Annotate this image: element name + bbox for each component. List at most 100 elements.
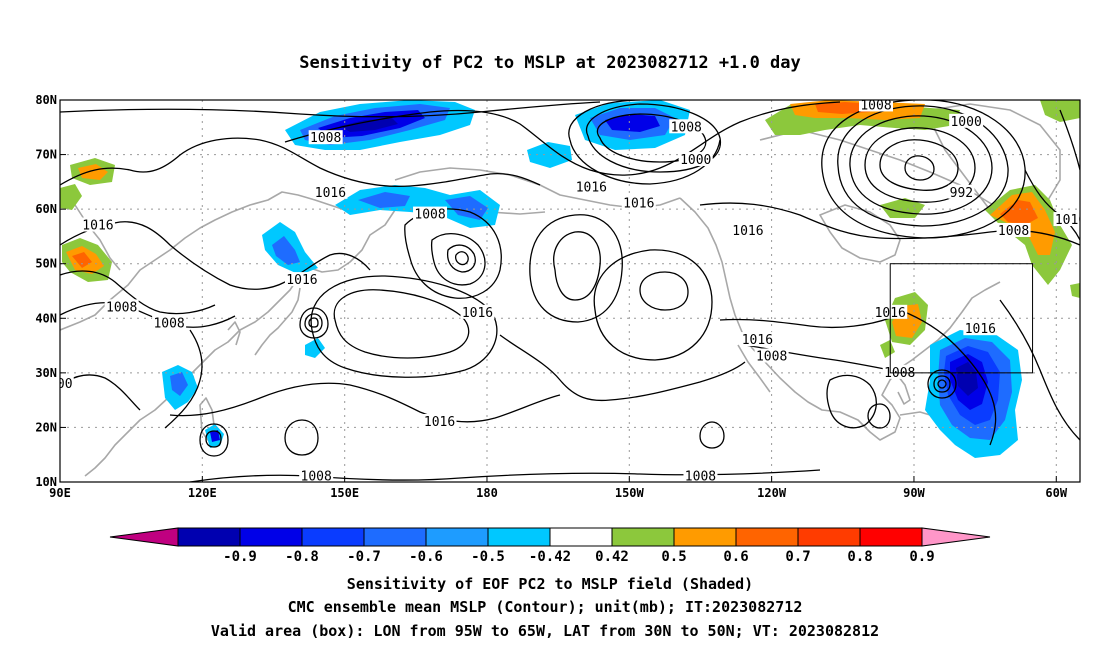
colorbar-swatch xyxy=(239,527,303,547)
contour-label: 1016 xyxy=(286,273,317,288)
contour-label-bg xyxy=(740,332,775,347)
contour-line xyxy=(169,382,561,423)
colorbar-label: -0.7 xyxy=(347,549,381,565)
caption-line-2: CMC ensemble mean MSLP (Contour); unit(m… xyxy=(288,598,803,616)
contour-line xyxy=(849,115,993,215)
colorbar-label: 0.9 xyxy=(909,549,934,565)
coastline-korea xyxy=(227,321,241,346)
shade-neg-japan-small xyxy=(305,338,325,358)
contour-label: 1008 xyxy=(414,208,445,223)
lat-tick-label: 80N xyxy=(35,93,57,107)
contour-label: 1008 xyxy=(671,120,702,135)
contour-line xyxy=(446,244,476,273)
valid-area-box xyxy=(889,263,1034,374)
contour-label: 1016 xyxy=(576,180,607,195)
shade-neg-north-pacific xyxy=(340,118,398,132)
lon-tick-label: 150W xyxy=(615,486,645,500)
contour-label-bg xyxy=(152,315,187,330)
contour-label: 992 xyxy=(950,186,973,201)
contour-label: 1016 xyxy=(732,224,763,239)
contour-label: 00 xyxy=(57,377,73,392)
contour-label-bg xyxy=(460,304,495,319)
contour-label-bg xyxy=(683,468,718,482)
lat-tick-label: 10N xyxy=(35,475,57,489)
contour-label: 1008 xyxy=(998,224,1029,239)
contour-line xyxy=(596,113,707,163)
contour-label-bg xyxy=(80,217,115,232)
contour-line xyxy=(199,423,229,457)
caption-line-3: Valid area (box): LON from 95W to 65W, L… xyxy=(211,622,879,640)
contour-line xyxy=(933,375,951,393)
contour-line xyxy=(529,214,623,323)
colorbar-label: -0.5 xyxy=(471,549,505,565)
contour-label: 1008 xyxy=(685,470,716,485)
lat-tick-label: 30N xyxy=(35,366,57,380)
shade-neg-kamchatka xyxy=(445,196,488,220)
shade-pos-north-atlantic-east xyxy=(1070,283,1080,298)
contour-line xyxy=(879,139,959,191)
contour-line xyxy=(284,101,841,176)
contour-label: 1008 xyxy=(106,300,137,315)
contour-line xyxy=(553,231,601,301)
shade-neg-philippine-sea xyxy=(210,430,220,442)
colorbar-label: -0.6 xyxy=(409,549,443,565)
map-frame xyxy=(59,99,1081,483)
contour-label-bg xyxy=(284,272,319,287)
lon-tick-label: 90E xyxy=(49,486,71,500)
contour-label-bg xyxy=(308,130,343,145)
colorbar-label: -0.8 xyxy=(285,549,319,565)
colorbar-label: 0.7 xyxy=(785,549,810,565)
contour-label-bg xyxy=(730,222,765,237)
contour-label-bg xyxy=(104,299,139,314)
lat-tick-label: 40N xyxy=(35,311,57,325)
contour-label: 1016 xyxy=(82,219,113,234)
contour-label-bg xyxy=(422,413,457,428)
lon-tick-label: 120E xyxy=(188,486,217,500)
contour-line xyxy=(308,317,319,328)
colorbar-swatch xyxy=(363,527,427,547)
contour-line xyxy=(927,369,957,399)
contour-label-bg xyxy=(949,113,984,128)
contour-line xyxy=(284,419,319,456)
contour-label-bg xyxy=(948,184,975,199)
contour-label: 1016 xyxy=(315,186,346,201)
contour-line xyxy=(899,309,997,446)
contour-label: 1000 xyxy=(680,153,711,168)
contour-line xyxy=(904,155,935,181)
contour-line xyxy=(304,313,323,333)
contour-label-bg xyxy=(882,364,917,379)
caption-line-1: Sensitivity of EOF PC2 to MSLP field (Sh… xyxy=(347,575,753,593)
contour-label-bg xyxy=(669,119,704,134)
contour-line xyxy=(310,275,498,378)
colorbar-swatch xyxy=(735,527,799,547)
lon-tick-label: 150E xyxy=(330,486,359,500)
lon-tick-label: 120W xyxy=(757,486,787,500)
colorbar-label: 0.8 xyxy=(847,549,872,565)
contour-line xyxy=(719,317,891,329)
lon-tick-label: 180 xyxy=(476,486,498,500)
lat-tick-label: 20N xyxy=(35,420,57,434)
contour-line xyxy=(454,251,469,266)
contour-label-bg xyxy=(574,179,609,194)
colorbar-label: -0.42 xyxy=(529,549,571,565)
colorbar-swatch xyxy=(487,527,551,547)
contour-line xyxy=(299,307,329,339)
shade-neg-kamchatka xyxy=(358,192,410,208)
contour-line xyxy=(864,127,976,203)
contour-label-bg xyxy=(1053,212,1080,227)
shade-neg-east-china xyxy=(170,372,188,396)
contour-label-bg xyxy=(299,468,334,482)
contour-line xyxy=(593,249,713,361)
contour-line xyxy=(867,403,891,429)
colorbar-swatch xyxy=(425,527,489,547)
contour-line xyxy=(568,100,641,141)
contour-label: 1016 xyxy=(462,306,493,321)
contour-line xyxy=(699,421,725,449)
contour-label: 1016 xyxy=(623,197,654,212)
contour-label-bg xyxy=(963,321,998,336)
sensitivity-shading xyxy=(60,100,1080,458)
contour-line xyxy=(499,334,746,402)
contour-line xyxy=(430,233,486,286)
